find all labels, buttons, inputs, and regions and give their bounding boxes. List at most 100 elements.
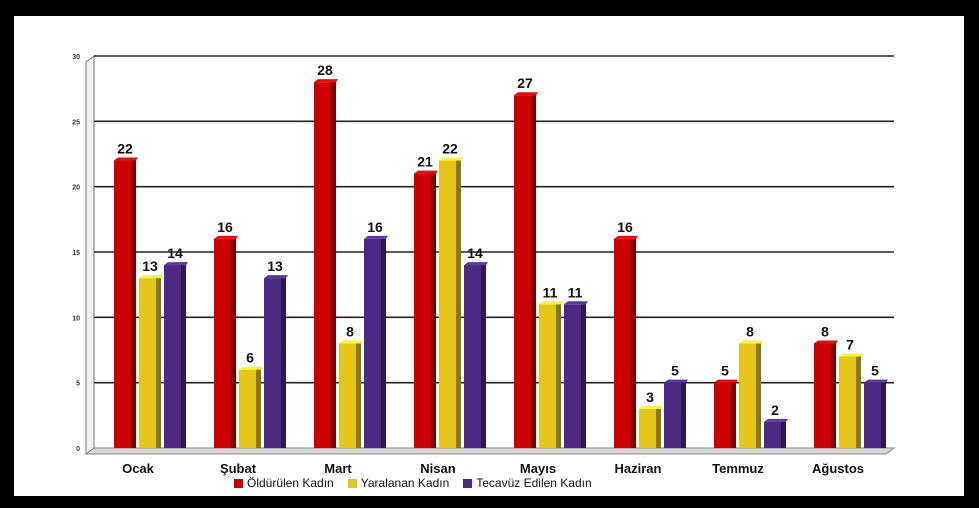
bar-side [781, 421, 786, 448]
bar [139, 278, 161, 448]
bar [264, 278, 286, 448]
y-tick-label: 30 [72, 54, 80, 61]
bar-top [714, 379, 738, 383]
bar-top [814, 340, 838, 344]
bar-top [414, 170, 438, 174]
y-tick-label: 0 [76, 446, 80, 453]
x-tick-label: Mart [324, 461, 352, 476]
data-label: 5 [721, 363, 729, 379]
data-label: 7 [846, 337, 854, 353]
side-wall [85, 55, 95, 455]
data-label: 14 [167, 245, 183, 261]
bar-top [239, 366, 263, 370]
bar-side [531, 95, 536, 448]
bar-top [664, 379, 688, 383]
bar [414, 173, 436, 448]
data-label: 16 [367, 219, 383, 235]
bar-side [356, 343, 361, 448]
bar-top [839, 353, 863, 357]
bar-side [256, 369, 261, 448]
legend-label: Öldürülen Kadın [247, 476, 334, 490]
legend: Öldürülen Kadın Yaralanan Kadın Tecavüz … [234, 476, 592, 490]
data-label: 16 [217, 219, 233, 235]
bar-side [831, 343, 836, 448]
bar [464, 265, 486, 448]
bar-top [864, 379, 888, 383]
data-label: 28 [317, 62, 333, 78]
bar-side [656, 408, 661, 448]
y-tick-label: 15 [72, 250, 80, 257]
legend-label: Yaralanan Kadın [360, 476, 450, 490]
data-label: 8 [346, 323, 354, 339]
bar-top [739, 340, 763, 344]
data-label: 21 [417, 154, 433, 170]
bar [339, 343, 361, 448]
bar-side [481, 265, 486, 448]
bar-side [556, 304, 561, 448]
x-tick-label: Mayıs [520, 461, 556, 476]
bar-top [614, 235, 638, 239]
x-tick-label: Nisan [420, 461, 455, 476]
bar-top [764, 418, 788, 422]
bar-top [639, 405, 663, 409]
bar-side [231, 238, 236, 448]
data-label: 5 [671, 363, 679, 379]
chart-frame: 0 5 10 15 20 25 30 22 13 14 Ocak 16 6 13 Şubat 28 8 16 Mar… [14, 16, 964, 496]
legend-item-oldurulen: Öldürülen Kadın [234, 476, 334, 490]
x-tick-label: Temmuz [712, 461, 764, 476]
data-label: 2 [771, 402, 779, 418]
bar-side [631, 238, 636, 448]
bar-top [264, 275, 288, 279]
bar [314, 82, 336, 448]
bar [514, 95, 536, 448]
bar-side [581, 304, 586, 448]
data-label: 8 [821, 323, 829, 339]
data-label: 16 [617, 219, 633, 235]
bar [764, 421, 786, 448]
bar-side [731, 382, 736, 448]
bar [839, 356, 861, 448]
legend-item-tecavuz: Tecavüz Edilen Kadın [463, 476, 592, 490]
bar-top [339, 340, 363, 344]
bar [639, 408, 661, 448]
bar [614, 238, 636, 448]
bar-top [214, 235, 238, 239]
bar-top [539, 301, 563, 305]
data-label: 6 [246, 350, 254, 366]
bar [114, 160, 136, 449]
bar [564, 304, 586, 448]
data-label: 11 [568, 284, 583, 300]
data-label: 14 [467, 245, 483, 261]
bar-side [856, 356, 861, 448]
bar [664, 382, 686, 448]
bar-top [139, 275, 163, 279]
bar [714, 382, 736, 448]
data-label: 5 [871, 363, 879, 379]
bar-side [281, 278, 286, 448]
legend-swatch [347, 478, 357, 488]
bar-top [514, 92, 538, 96]
y-tick-label: 5 [76, 381, 80, 388]
data-label: 8 [746, 323, 754, 339]
x-tick-label: Haziran [615, 461, 662, 476]
bar-side [456, 160, 461, 449]
data-label: 3 [646, 389, 654, 405]
data-label: 22 [117, 141, 133, 157]
bar [739, 343, 761, 448]
bar-top [439, 157, 463, 161]
bar-side [681, 382, 686, 448]
bar-side [131, 160, 136, 449]
data-label: 22 [442, 141, 458, 157]
bar-side [881, 382, 886, 448]
bar-top [464, 262, 488, 266]
bar [239, 369, 261, 448]
bar-chart: 051015202530221314Ocak16613Şubat28816Mar… [72, 54, 896, 476]
bar-side [756, 343, 761, 448]
legend-swatch [234, 478, 243, 488]
bar-top [114, 157, 138, 161]
bar-side [381, 238, 386, 448]
data-label: 13 [142, 258, 158, 274]
bar [864, 382, 886, 448]
bar [539, 304, 561, 448]
bar [364, 238, 386, 448]
